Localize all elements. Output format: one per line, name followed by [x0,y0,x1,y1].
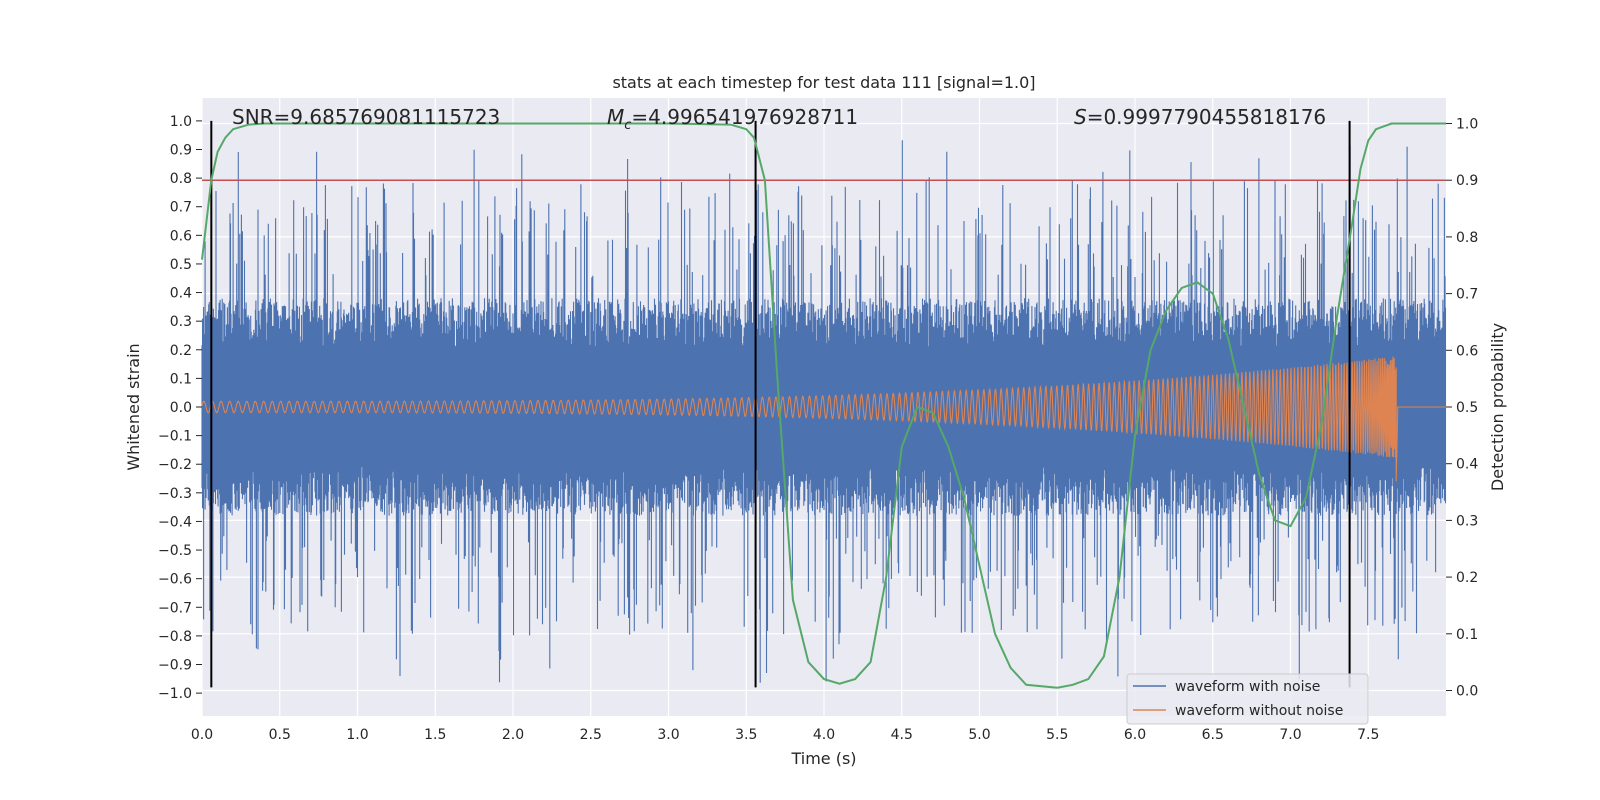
y-left-tick-label: 0.8 [170,171,192,187]
y-axis-left-ticks: 1.0 0.9 0.8 0.7 0.6 0.5 0.4 0.3 0.2 0.1 0.0 −0.1 −0.… [158,114,202,702]
x-tick-label: 1.5 [424,727,446,743]
clean-waveform-path [201,356,1446,482]
y-left-tick-label: −0.2 [158,457,192,473]
detection-probability-line [201,122,1446,689]
x-tick-label: 5.0 [968,727,990,743]
x-tick-label: 3.0 [657,727,679,743]
y-axis-left-label: Whitened strain [124,343,143,470]
y-left-tick-label: 0.0 [170,400,192,416]
y-left-tick-label: 0.6 [170,228,192,244]
vertical-markers [210,120,1351,688]
y-left-tick-label: −0.4 [158,514,192,530]
x-tick-label: 0.5 [269,727,291,743]
x-tick-label: 2.0 [502,727,524,743]
stat-symbol: S [1074,105,1087,129]
legend-label-clean: waveform without noise [1175,703,1343,719]
y-left-tick-label: −0.8 [158,629,192,645]
x-tick-label: 7.0 [1279,727,1301,743]
snr-annotation: SNR=9.685769081115723 [232,105,500,129]
x-tick-label: 4.0 [813,727,835,743]
y-left-tick-label: −0.9 [158,658,192,674]
chirp-mass-subscript: c [624,118,631,133]
y-right-tick-label: 1.0 [1456,117,1478,133]
y-left-tick-label: −0.3 [158,486,192,502]
y-right-tick-label: 0.7 [1456,287,1478,303]
y-left-tick-label: 0.1 [170,371,192,387]
stat-annotation: S=0.9997790455818176 [1074,105,1326,129]
y-left-tick-label: 0.2 [170,343,192,359]
x-axis-ticks: 0.0 0.5 1.0 1.5 2.0 2.5 3.0 3.5 4.0 4.5 5.0 5.5 6.0 6… [191,727,1380,743]
legend-label-noise: waveform with noise [1175,679,1320,695]
x-tick-label: 0.0 [191,727,213,743]
y-right-tick-label: 0.0 [1456,683,1478,699]
y-right-tick-label: 0.5 [1456,400,1478,416]
y-left-tick-label: 0.5 [170,257,192,273]
y-right-tick-label: 0.9 [1456,173,1478,189]
y-axis-right-ticks: 1.0 0.9 0.8 0.7 0.6 0.5 0.4 0.3 0.2 0.1 0.0 [1446,117,1478,699]
chirp-mass-annotation: Mc=4.996541976928711 [607,105,858,133]
y-left-tick-label: −0.7 [158,600,192,616]
x-tick-label: 3.5 [735,727,757,743]
x-tick-label: 1.0 [346,727,368,743]
y-axis-right-label: Detection probability [1488,323,1507,491]
chart-title: stats at each timestep for test data 111… [612,73,1035,92]
chirp-mass-value: =4.996541976928711 [631,105,858,129]
y-left-tick-label: −0.6 [158,572,192,588]
stat-value: =0.9997790455818176 [1087,105,1326,129]
x-tick-label: 6.0 [1124,727,1146,743]
y-left-tick-label: 0.3 [170,314,192,330]
x-tick-label: 2.5 [580,727,602,743]
y-left-tick-label: 0.9 [170,143,192,159]
legend: waveform with noise waveform without noi… [1126,673,1369,725]
y-right-tick-label: 0.4 [1456,457,1478,473]
y-right-tick-label: 0.1 [1456,627,1478,643]
x-tick-label: 6.5 [1202,727,1224,743]
x-tick-label: 7.5 [1357,727,1379,743]
y-left-tick-label: 0.4 [170,286,192,302]
x-axis-label: Time (s) [790,749,856,768]
y-left-tick-label: −0.1 [158,429,192,445]
y-right-tick-label: 0.6 [1456,343,1478,359]
y-left-tick-label: 1.0 [170,114,192,130]
chirp-mass-symbol: M [607,105,624,129]
y-right-tick-label: 0.8 [1456,230,1478,246]
y-right-tick-label: 0.2 [1456,570,1478,586]
y-left-tick-label: −0.5 [158,543,192,559]
detection-probability [201,122,1446,689]
y-left-tick-label: −1.0 [158,686,192,702]
x-tick-label: 4.5 [891,727,913,743]
y-right-tick-label: 0.3 [1456,513,1478,529]
waveform-without-noise [201,356,1446,482]
x-tick-label: 5.5 [1046,727,1068,743]
legend-box [1126,673,1369,725]
y-left-tick-label: 0.7 [170,200,192,216]
